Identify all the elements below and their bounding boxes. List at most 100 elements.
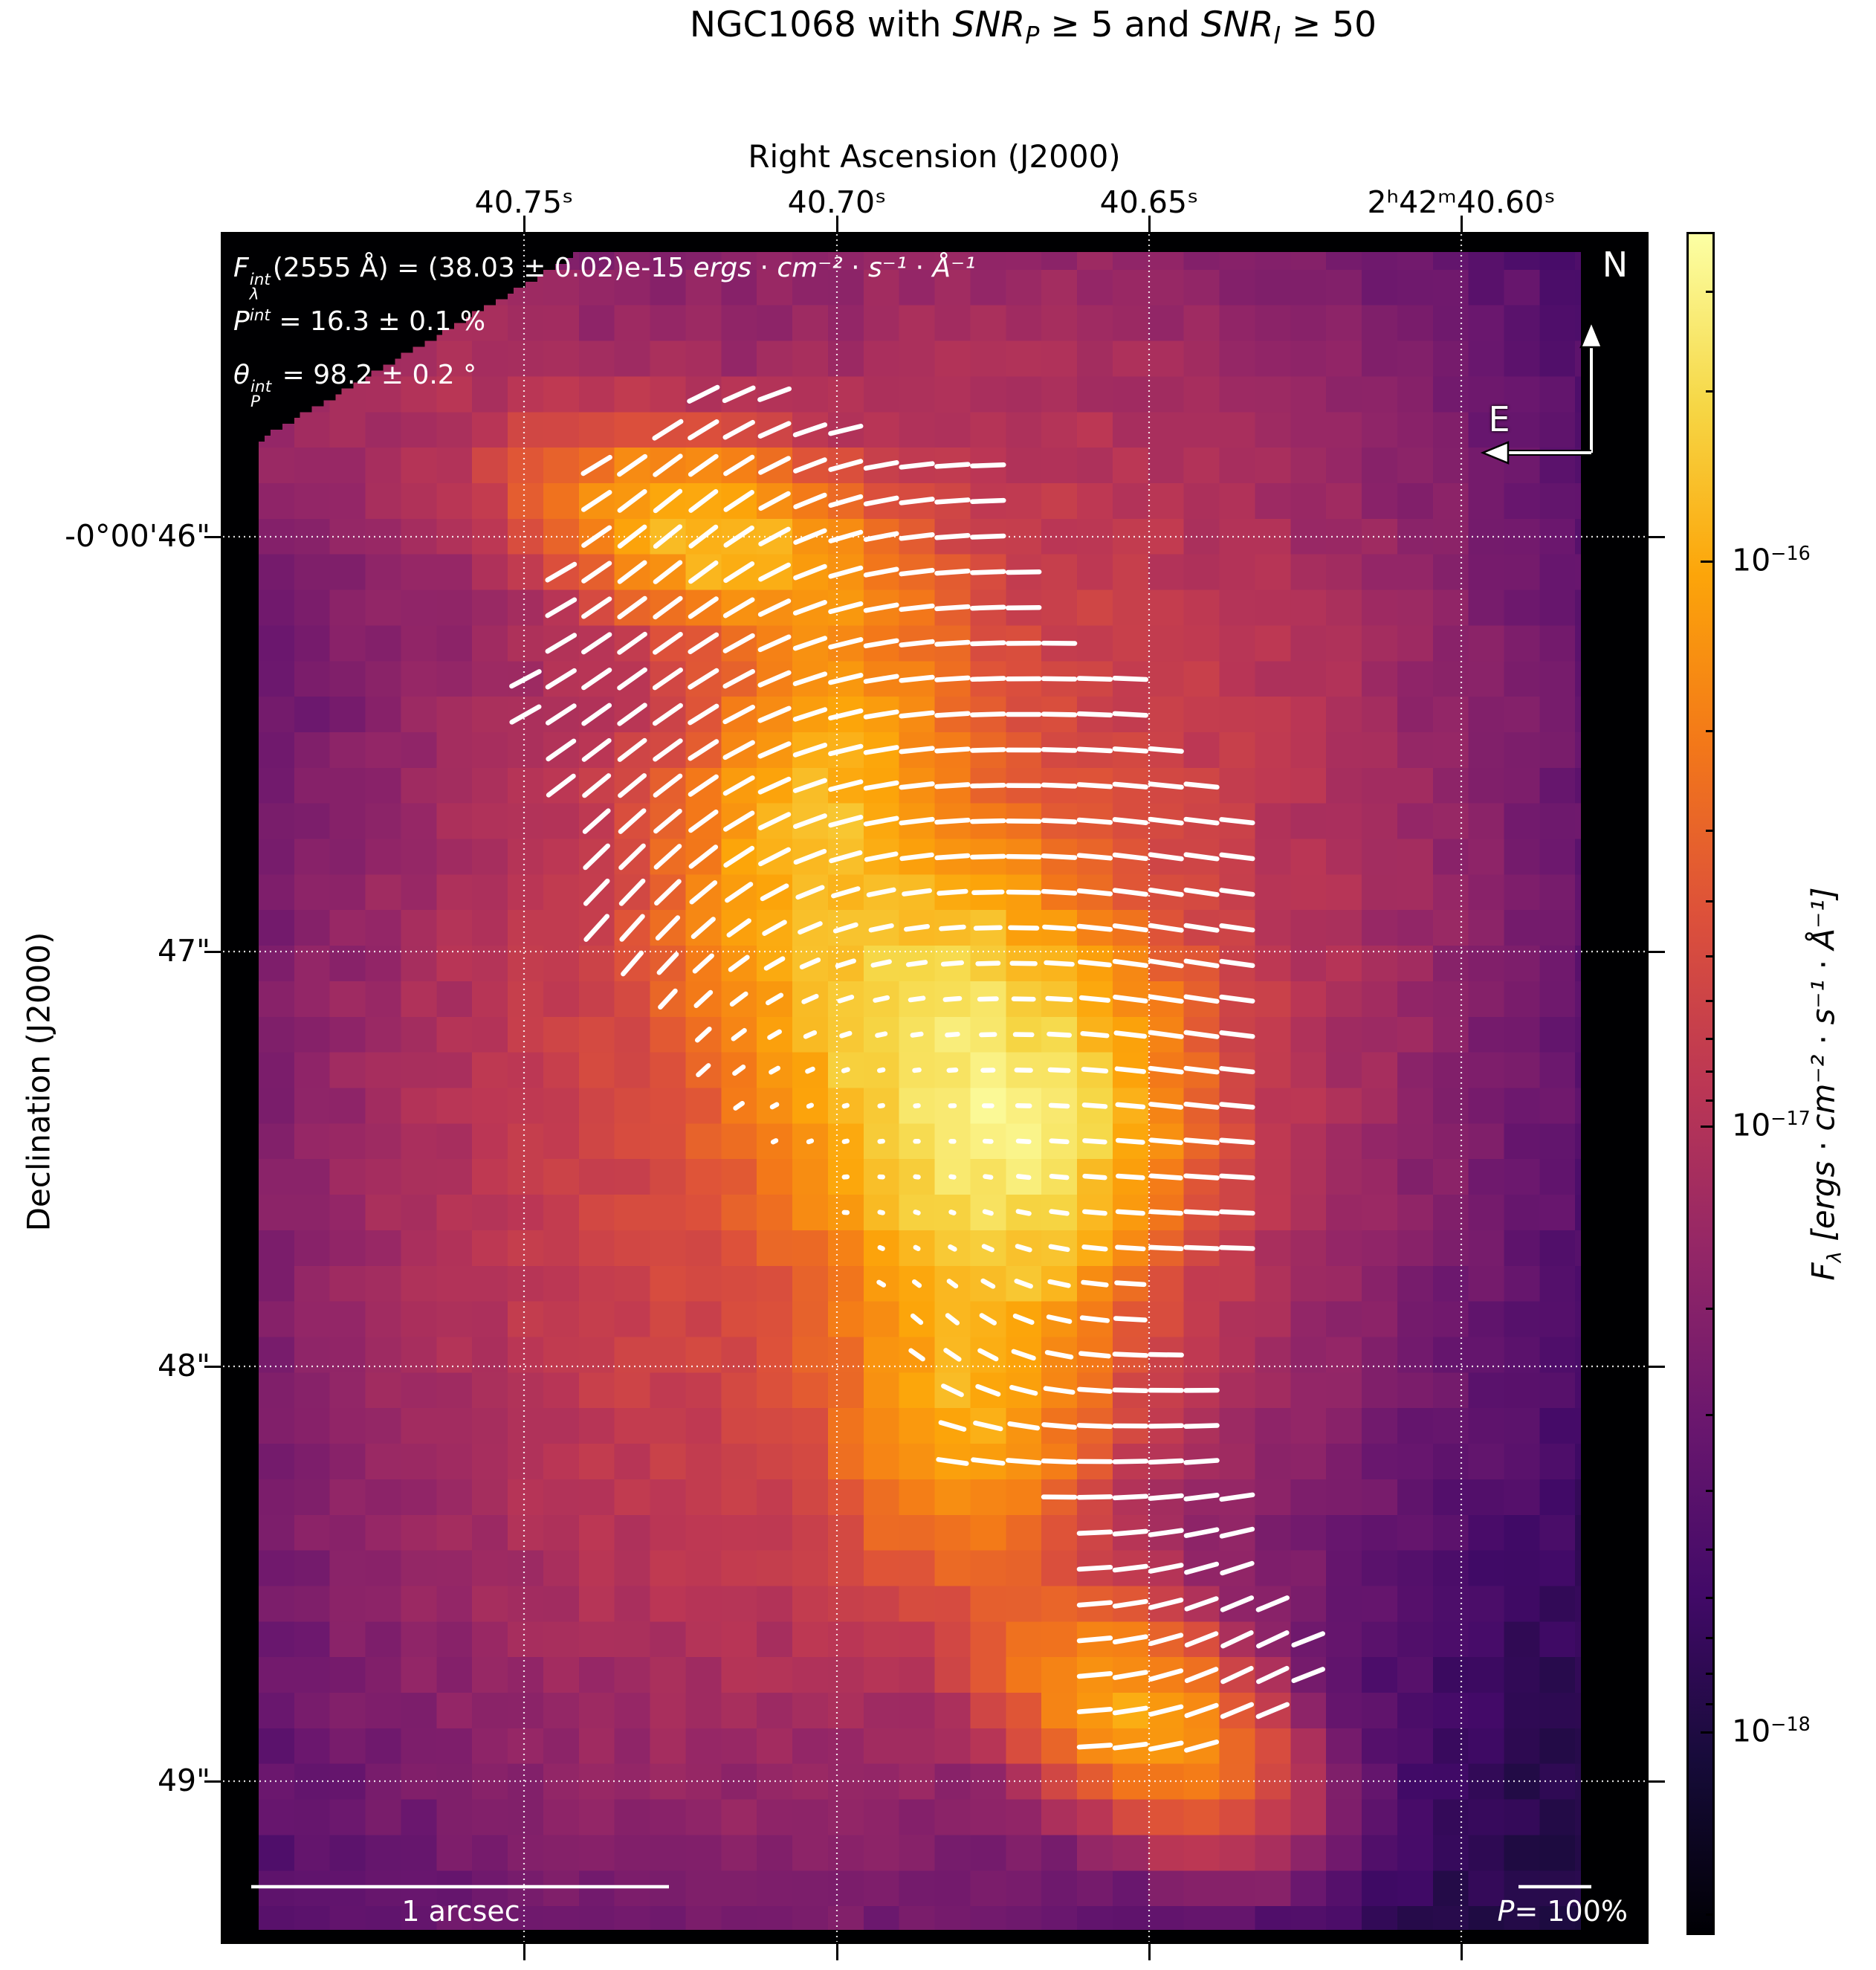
polarization-vector: [981, 1244, 994, 1253]
polarization-vector: [1081, 1279, 1109, 1288]
polarization-vector: [1015, 1138, 1032, 1144]
polarization-vector: [1184, 1596, 1219, 1612]
polarization-vector: [1183, 1209, 1220, 1216]
polarization-vector: [656, 952, 679, 975]
polarization-vector: [617, 631, 647, 655]
polarization-vector: [757, 386, 792, 402]
polarization-vector: [1183, 852, 1220, 862]
polarization-vector: [1114, 1066, 1146, 1074]
polarization-vector: [970, 604, 1006, 611]
title-snr1: SNR: [952, 4, 1026, 45]
polarization-vector: [688, 596, 719, 619]
polarization-vector: [1148, 1351, 1184, 1358]
polarization-vector: [970, 782, 1006, 789]
polarization-vector: [1183, 958, 1220, 969]
polarization-vector: [1148, 746, 1184, 754]
polarization-vector: [725, 882, 754, 903]
polarization-vector: [1219, 958, 1255, 969]
polarization-vector: [1006, 889, 1041, 895]
polarization-vector: [1012, 1314, 1035, 1325]
x-axis-label: Right Ascension (J2000): [748, 138, 1121, 175]
polarization-vector: [732, 1065, 746, 1076]
polarization-vector: [948, 1174, 957, 1180]
polarization-vector: [970, 853, 1006, 860]
x-tick-top: [835, 216, 838, 232]
polarization-vector: [1183, 816, 1220, 826]
polarization-vector: [688, 488, 719, 513]
polarization-vector: [1076, 923, 1113, 932]
polarization-vector: [1256, 1630, 1290, 1649]
polarization-vector: [1148, 1740, 1184, 1752]
flux-value: (2555 Å) = (38.03 ± 0.02)e-15: [272, 253, 693, 283]
colorbar: [1686, 232, 1715, 1935]
colorbar-tick-label-2: 10−18: [1732, 1713, 1811, 1749]
flux-units: ergs ⋅ cm⁻² ⋅ s⁻¹ ⋅ Å⁻¹: [693, 253, 976, 283]
polarization-vector: [1148, 1065, 1184, 1075]
polarization-vector: [1184, 1631, 1219, 1648]
north-arrowhead-icon: [1579, 319, 1603, 349]
polarization-vector: [1048, 1244, 1070, 1253]
polarization-vector: [1112, 1528, 1148, 1537]
polarization-vector: [1008, 925, 1040, 931]
polarization-vector: [618, 878, 646, 906]
annotation-polarization: Pint = 16.3 ± 0.1 %: [233, 306, 486, 337]
polarization-vector: [910, 1313, 924, 1325]
polarization-vector: [806, 1138, 815, 1145]
y-tick-left: [204, 1780, 221, 1783]
polarization-vector: [828, 779, 864, 792]
polarization-vector: [1006, 1458, 1042, 1465]
polarization-vector: [863, 674, 899, 684]
polarization-vector: [1113, 994, 1148, 1004]
polarization-vector: [582, 773, 612, 798]
polarization-vector: [832, 922, 858, 934]
polarization-vector: [829, 850, 863, 864]
polarization-vector: [1005, 604, 1042, 610]
polarization-vector: [1148, 1704, 1184, 1717]
polarization-vector: [875, 1031, 888, 1039]
polarization-vector: [828, 565, 864, 579]
polarization-vector: [1115, 1209, 1145, 1216]
polarization-vector: [828, 814, 864, 828]
polarization-vector: [975, 960, 1001, 966]
polarization-vector: [1116, 1173, 1145, 1181]
polarization-vector: [1112, 711, 1149, 718]
polarization-vector: [877, 1244, 885, 1251]
polarization-vector: [618, 773, 647, 798]
polarization-vector: [1077, 1386, 1113, 1394]
x-tick-top: [523, 216, 525, 232]
polarization-vector: [653, 524, 683, 549]
annotation-theta: θ int P = 98.2 ± 0.2 °: [233, 356, 476, 410]
polarization-vector: [723, 454, 755, 477]
polarization-vector: [618, 843, 646, 871]
polarization-vector: [731, 1027, 747, 1041]
polarization-vector: [1076, 711, 1113, 718]
colorbar-minor-tick: [1706, 1672, 1712, 1675]
polarization-vector: [837, 995, 855, 1004]
polarization-vector: [941, 1383, 964, 1398]
polarization-vector: [792, 778, 828, 793]
x-tick-top: [1460, 216, 1463, 232]
polarization-vector: [1148, 1030, 1184, 1039]
polarization-vector: [899, 461, 935, 470]
polarization-vector: [722, 775, 755, 796]
polarization-vector: [792, 813, 827, 830]
polarization-vector: [688, 703, 719, 726]
polarization-vector: [899, 710, 935, 719]
polarization-vector: [1220, 1595, 1255, 1612]
polarization-vector: [1113, 1030, 1148, 1039]
polarization-vector: [688, 632, 719, 654]
polarization-vector: [1183, 1173, 1220, 1181]
polarization-vector: [1184, 1739, 1220, 1753]
polarization-vector: [795, 885, 825, 900]
colorbar-minor-tick: [1706, 1596, 1712, 1599]
title-snr2: SNR: [1200, 4, 1274, 45]
polarization-vector: [581, 703, 612, 726]
y-tick-label-0: -0°00'46": [65, 518, 210, 554]
polarization-vector: [1148, 1528, 1184, 1537]
polarization-vector: [722, 419, 755, 440]
polarization-vector: [1011, 1349, 1036, 1361]
polarization-vector: [1009, 1385, 1038, 1396]
polarization-vector: [1042, 924, 1077, 931]
polarization-vector: [1183, 923, 1220, 933]
